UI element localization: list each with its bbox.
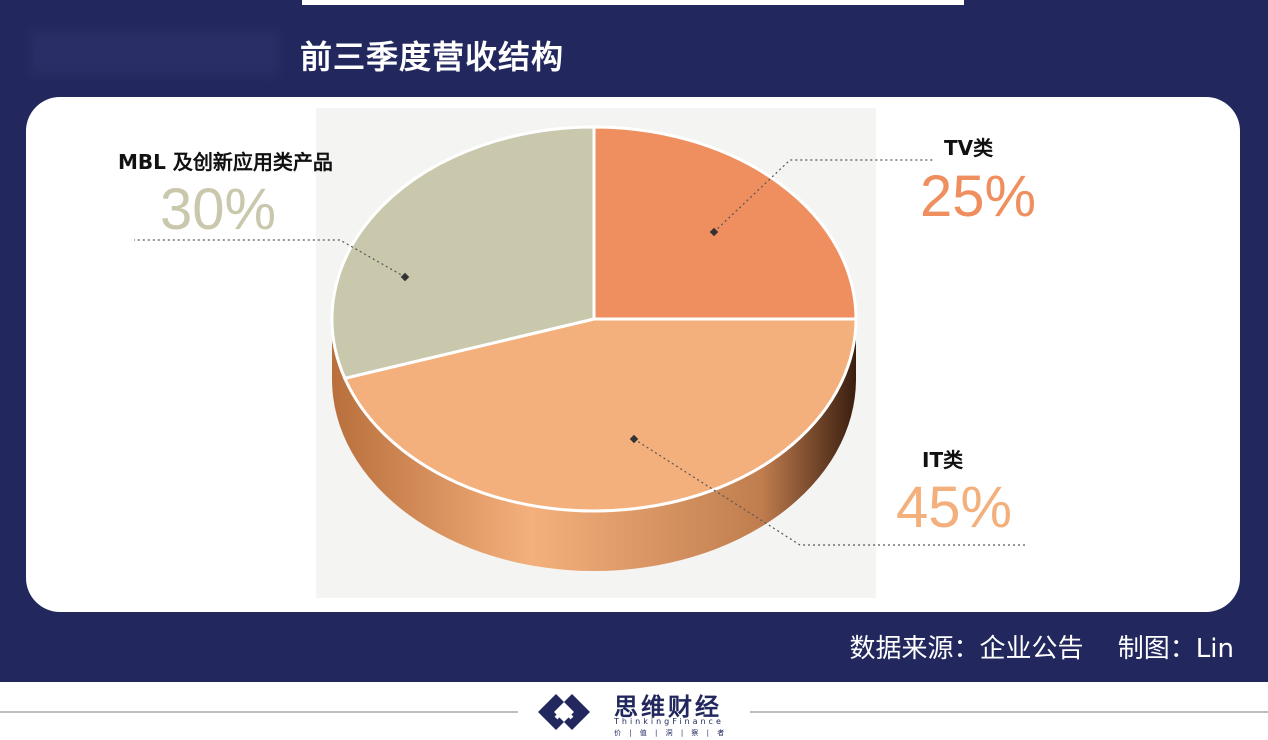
value-mbl: 30% (160, 177, 277, 242)
pie-slice-mbl (330, 125, 596, 381)
label-mbl: MBL 及创新应用类产品 (118, 150, 333, 174)
leader-line-mbl-marker (400, 272, 410, 282)
value-it: 45% (896, 475, 1013, 540)
pie-slice-it (342, 317, 858, 513)
blurred-header-area (30, 30, 280, 76)
label-it: IT类 (922, 448, 964, 472)
value-tv: 25% (920, 164, 1037, 229)
label-tv: TV类 (944, 136, 994, 160)
leader-line-it-marker (629, 434, 639, 444)
leader-line-it (633, 438, 1025, 546)
brand-logo: 思维财经 ThinkingFinance 价 | 值 | 洞 | 察 | 者 (530, 683, 740, 740)
footer-rule-left (0, 711, 518, 713)
leader-line-tv (713, 159, 935, 233)
footer-rule-right (750, 711, 1268, 713)
chart-title: 前三季度营收结构 (300, 38, 565, 76)
pie-side-wall (332, 319, 856, 571)
top-rule (302, 0, 964, 5)
source-note: 数据来源：企业公告 制图：Lin (849, 634, 1234, 664)
logo-mark-icon (538, 694, 590, 730)
logo-name: 思维财经 (614, 693, 722, 721)
pie-slice-tv (592, 125, 858, 321)
logo-english: ThinkingFinance (614, 717, 724, 726)
logo-tagline: 价 | 值 | 洞 | 察 | 者 (614, 729, 728, 737)
